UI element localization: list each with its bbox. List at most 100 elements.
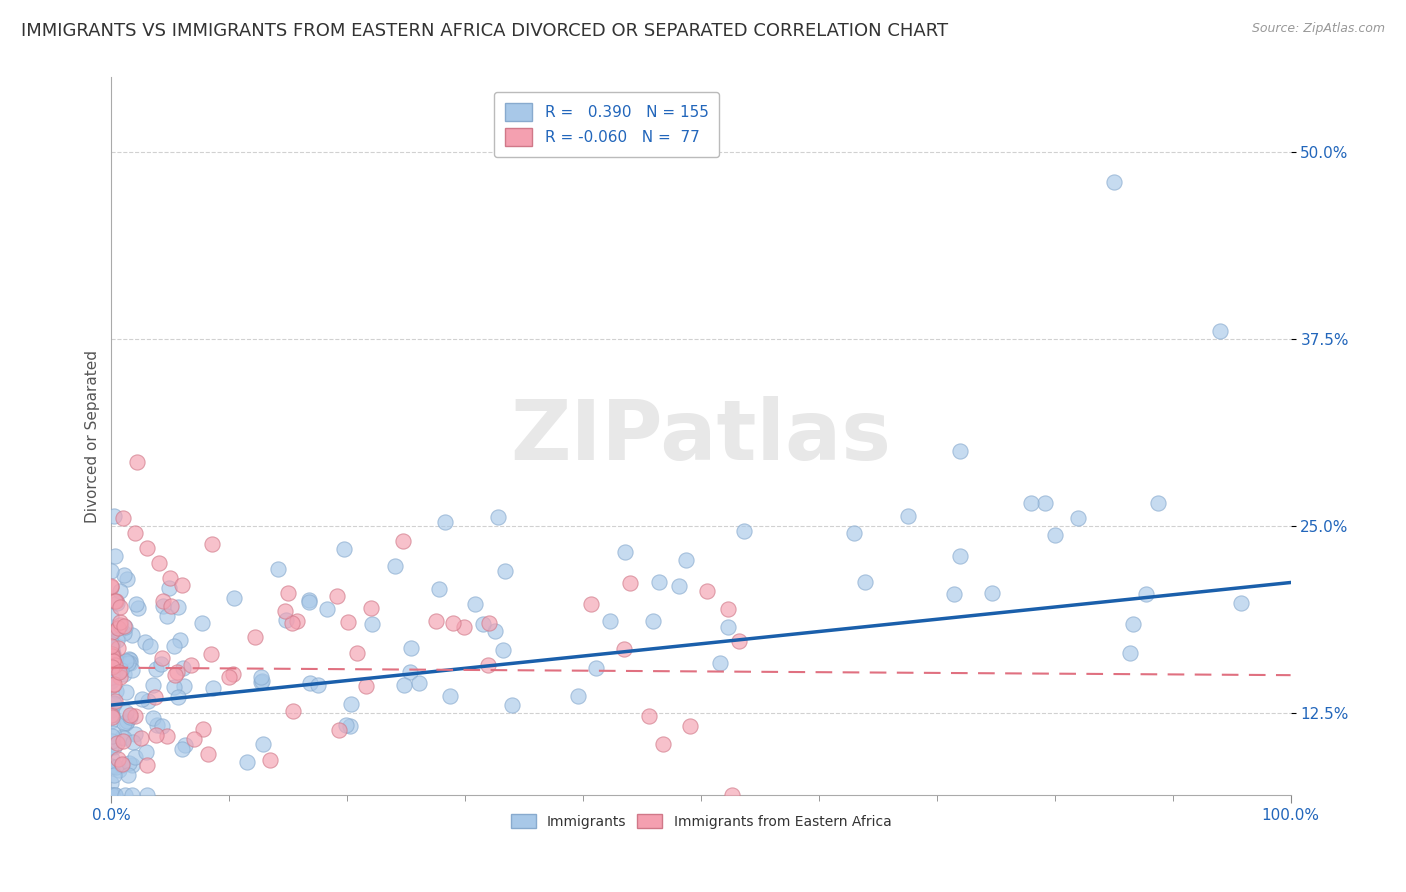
Point <box>150 651 173 665</box>
Point <box>138 694 160 708</box>
Point <box>1146 496 1168 510</box>
Point <box>169 632 191 647</box>
Point <box>585 661 607 675</box>
Point <box>124 750 146 764</box>
Point <box>173 738 195 752</box>
Point <box>501 698 523 712</box>
Point <box>166 690 188 704</box>
Point <box>134 635 156 649</box>
Point <box>339 719 361 733</box>
Point <box>252 737 274 751</box>
Point <box>118 652 141 666</box>
Point <box>486 509 509 524</box>
Point <box>599 614 621 628</box>
Point <box>101 759 124 773</box>
Point <box>145 662 167 676</box>
Point <box>675 553 697 567</box>
Point <box>949 549 972 564</box>
Point <box>142 711 165 725</box>
Point <box>159 571 181 585</box>
Point <box>124 526 146 541</box>
Point <box>163 681 186 695</box>
Point <box>156 609 179 624</box>
Point <box>131 731 153 746</box>
Point <box>346 646 368 660</box>
Point <box>115 573 138 587</box>
Point <box>103 697 125 711</box>
Point <box>166 665 188 679</box>
Point <box>107 751 129 765</box>
Point <box>110 757 132 772</box>
Point <box>218 670 240 684</box>
Point <box>384 558 406 573</box>
Point <box>104 657 127 672</box>
Point <box>1045 527 1067 541</box>
Point <box>477 657 499 672</box>
Point <box>167 600 190 615</box>
Point <box>100 733 122 747</box>
Point <box>104 694 127 708</box>
Point <box>844 526 866 541</box>
Point <box>201 537 224 551</box>
Point <box>335 718 357 732</box>
Point <box>709 657 731 671</box>
Point <box>100 708 122 723</box>
Point <box>143 690 166 704</box>
Point <box>127 601 149 615</box>
Point <box>173 679 195 693</box>
Point <box>120 710 142 724</box>
Point <box>112 734 135 748</box>
Point <box>110 670 132 684</box>
Point <box>104 788 127 802</box>
Point <box>103 739 125 754</box>
Point <box>333 541 356 556</box>
Point <box>464 597 486 611</box>
Point <box>125 455 148 469</box>
Point <box>354 679 377 693</box>
Point <box>613 641 636 656</box>
Point <box>274 604 297 618</box>
Point <box>1019 496 1042 510</box>
Point <box>115 654 138 668</box>
Point <box>101 624 124 639</box>
Point <box>100 670 122 684</box>
Point <box>103 508 125 523</box>
Point <box>101 709 124 723</box>
Point <box>981 586 1004 600</box>
Point <box>1102 175 1125 189</box>
Point <box>648 575 671 590</box>
Point <box>159 582 181 596</box>
Point <box>100 580 122 594</box>
Point <box>121 788 143 802</box>
Point <box>191 722 214 736</box>
Point <box>115 656 138 670</box>
Point <box>100 564 122 578</box>
Point <box>100 654 122 668</box>
Point <box>392 678 415 692</box>
Point <box>651 737 673 751</box>
Point <box>200 647 222 661</box>
Point <box>110 615 132 630</box>
Point <box>114 715 136 730</box>
Point <box>453 620 475 634</box>
Point <box>103 594 125 608</box>
Point <box>100 674 122 689</box>
Point <box>131 692 153 706</box>
Point <box>283 704 305 718</box>
Point <box>484 624 506 638</box>
Point <box>191 616 214 631</box>
Point <box>114 715 136 730</box>
Point <box>145 728 167 742</box>
Point <box>307 678 329 692</box>
Point <box>221 667 243 681</box>
Point <box>721 788 744 802</box>
Point <box>1135 587 1157 601</box>
Point <box>114 788 136 802</box>
Point <box>100 714 122 729</box>
Point <box>478 615 501 630</box>
Point <box>183 731 205 746</box>
Point <box>104 664 127 678</box>
Point <box>942 587 965 601</box>
Point <box>101 648 124 663</box>
Point <box>117 656 139 670</box>
